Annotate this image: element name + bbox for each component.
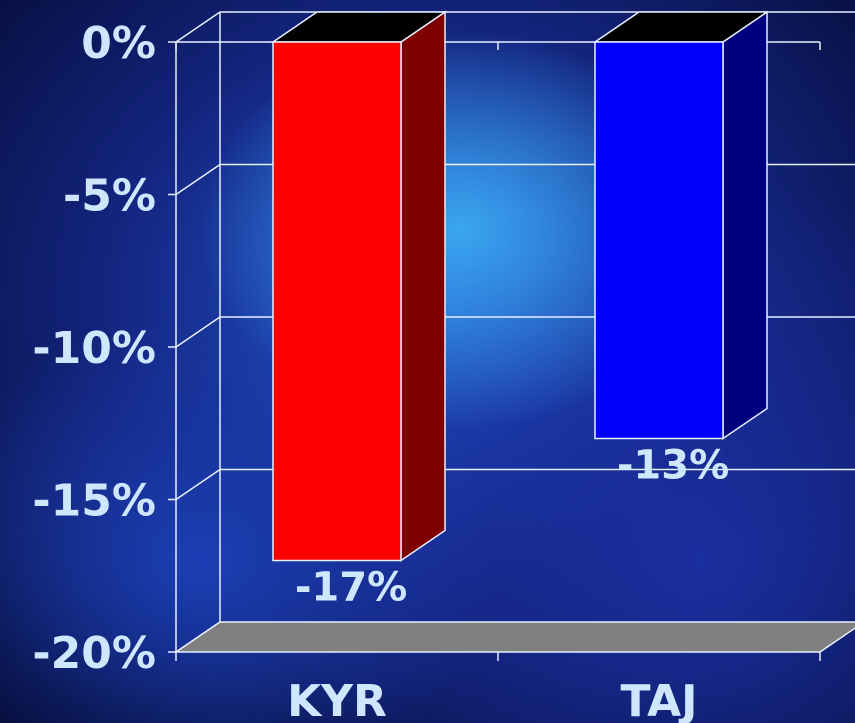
y-tick-label: -15%	[32, 476, 156, 527]
bars	[270, 10, 770, 562]
floor-plane	[173, 621, 855, 653]
y-tick-label: -20%	[32, 628, 156, 679]
data-label-kyr: -17%	[295, 565, 407, 611]
labels: 0% -5% -10% -15% -20% -17% KYR -13% TAJ	[32, 18, 729, 723]
x-tick-label-kyr: KYR	[287, 676, 387, 723]
chart-floor	[173, 621, 855, 653]
grid-depth-line	[175, 11, 221, 43]
y-tick-label: -5%	[63, 171, 156, 222]
data-label-taj: -13%	[617, 443, 729, 489]
y-tick-label: -10%	[32, 323, 156, 374]
bar-side-kyr	[400, 10, 446, 562]
bar-taj	[594, 41, 724, 440]
x-tick-label-taj: TAJ	[620, 676, 697, 723]
bar-side-taj	[722, 10, 768, 440]
y-tick-label: 0%	[81, 18, 156, 69]
bar-kyr	[272, 41, 402, 562]
grid-depth-line	[175, 163, 221, 196]
grid-depth-line	[175, 316, 221, 348]
grid-depth-line	[175, 468, 221, 501]
